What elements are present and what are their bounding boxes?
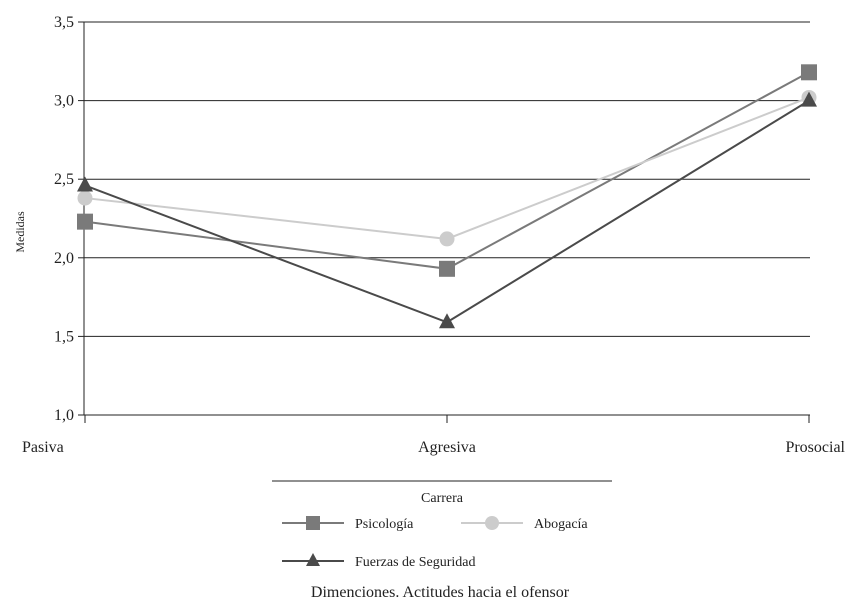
tick-labels: 1,0 1,5 2,0 2,5 3,0 3,5 Pasiva Agresiva Prosocia… <box>22 14 846 456</box>
series-line <box>84 99 810 324</box>
y-tick-label: 2,5 <box>54 171 74 188</box>
data-point <box>439 231 455 247</box>
data-point <box>439 260 455 277</box>
y-tick-label: 1,0 <box>54 407 74 424</box>
x-tick-label: Pasiva <box>22 439 64 456</box>
y-tick-label: 2,0 <box>54 250 74 267</box>
data-point <box>77 190 93 206</box>
legend-marker-abogacia <box>485 516 499 530</box>
legend-label-abogacia: Abogacía <box>534 517 588 532</box>
legend-label-fuerzas: Fuerzas de Seguridad <box>355 555 476 570</box>
series-lines <box>84 71 810 324</box>
x-axis-title: Dimenciones. Actitudes hacia el ofensor <box>311 584 570 601</box>
legend-label-psicologia: Psicología <box>355 517 414 532</box>
y-tick-label: 1,5 <box>54 328 74 345</box>
data-point <box>77 176 93 192</box>
data-point <box>77 213 93 230</box>
legend-title: Carrera <box>421 491 464 506</box>
y-tick-label: 3,0 <box>54 93 74 110</box>
legend: Carrera Psicología Abogacía Fuerzas de S… <box>272 480 612 570</box>
x-tick-label: Agresiva <box>418 439 476 456</box>
series-markers <box>77 64 817 329</box>
legend-marker-fuerzas <box>306 553 320 566</box>
data-point <box>801 64 817 81</box>
x-tick-label: Prosocial <box>785 439 845 456</box>
grid-lines <box>84 21 810 416</box>
data-point <box>439 313 455 329</box>
y-tick-label: 3,5 <box>54 14 74 31</box>
y-axis-title: Medidas <box>13 211 27 253</box>
legend-marker-psicologia <box>306 516 320 530</box>
data-point <box>801 91 817 107</box>
axes <box>78 21 810 423</box>
